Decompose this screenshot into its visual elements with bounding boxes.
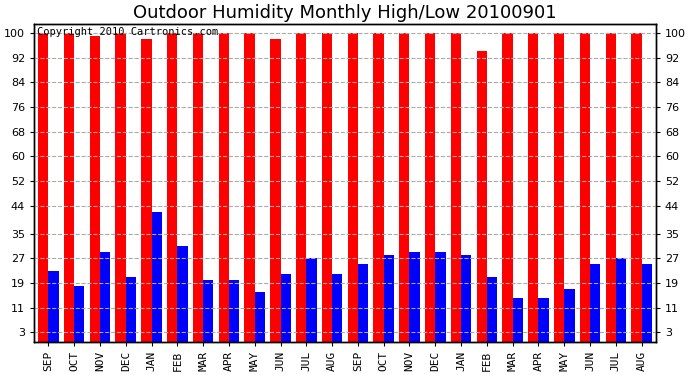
Bar — [631, 33, 642, 342]
Bar — [451, 33, 461, 342]
Bar — [538, 298, 549, 342]
Bar — [244, 33, 255, 342]
Bar — [306, 258, 317, 342]
Bar — [435, 252, 446, 342]
Bar — [477, 51, 487, 342]
Bar — [64, 33, 74, 342]
Bar — [642, 264, 652, 342]
Bar — [590, 264, 600, 342]
Bar — [487, 277, 497, 342]
Bar — [115, 33, 126, 342]
Bar — [580, 33, 590, 342]
Bar — [409, 252, 420, 342]
Title: Outdoor Humidity Monthly High/Low 20100901: Outdoor Humidity Monthly High/Low 201009… — [133, 4, 557, 22]
Bar — [528, 33, 538, 342]
Bar — [152, 212, 162, 342]
Bar — [270, 39, 281, 342]
Text: Copyright 2010 Cartronics.com: Copyright 2010 Cartronics.com — [37, 27, 219, 37]
Bar — [322, 33, 332, 342]
Bar — [219, 33, 229, 342]
Bar — [100, 252, 110, 342]
Bar — [513, 298, 523, 342]
Bar — [425, 33, 435, 342]
Bar — [616, 258, 626, 342]
Bar — [384, 255, 394, 342]
Bar — [281, 274, 290, 342]
Bar — [126, 277, 136, 342]
Bar — [193, 33, 203, 342]
Bar — [229, 280, 239, 342]
Bar — [373, 33, 384, 342]
Bar — [554, 33, 564, 342]
Bar — [74, 286, 84, 342]
Bar — [564, 289, 575, 342]
Bar — [48, 271, 59, 342]
Bar — [348, 33, 358, 342]
Bar — [38, 33, 48, 342]
Bar — [502, 33, 513, 342]
Bar — [332, 274, 342, 342]
Bar — [358, 264, 368, 342]
Bar — [255, 292, 265, 342]
Bar — [141, 39, 152, 342]
Bar — [400, 33, 409, 342]
Bar — [296, 33, 306, 342]
Bar — [203, 280, 213, 342]
Bar — [167, 33, 177, 342]
Bar — [90, 36, 100, 342]
Bar — [461, 255, 471, 342]
Bar — [606, 33, 616, 342]
Bar — [177, 246, 188, 342]
